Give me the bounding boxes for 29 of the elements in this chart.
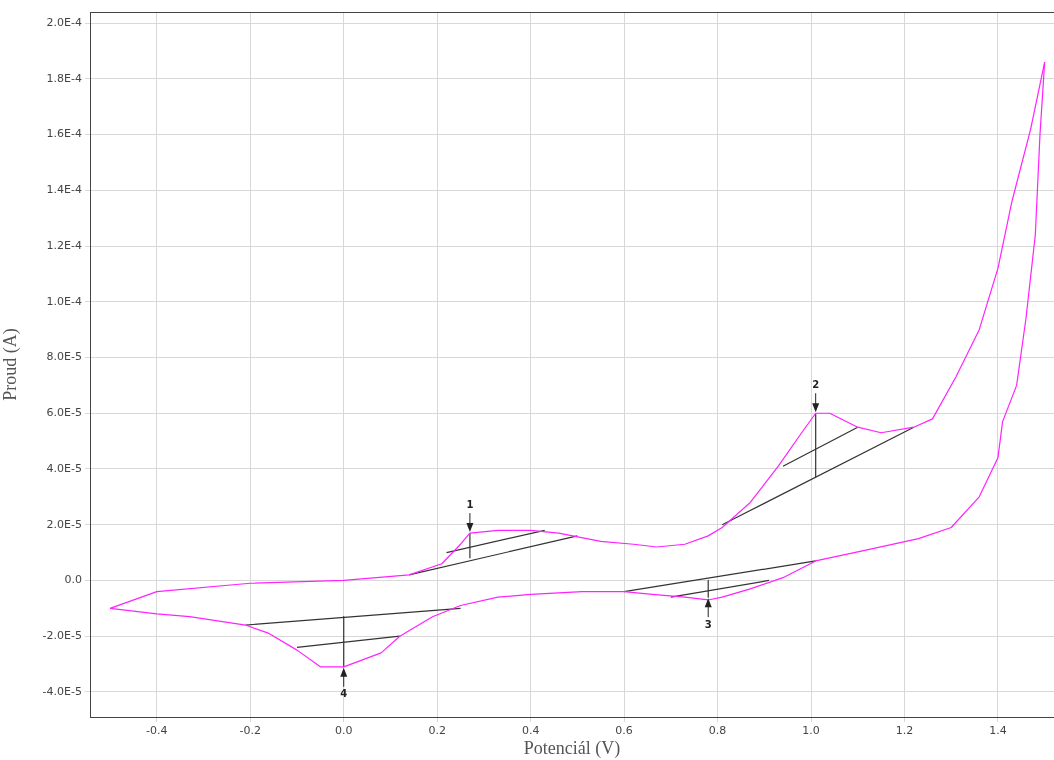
x-tick-label: -0.4 [146, 724, 168, 738]
x-tick-label: 1.2 [895, 724, 914, 738]
x-tick-label: -0.2 [239, 724, 262, 738]
y-tick-label: 1.0E-4 [46, 294, 82, 308]
y-tick-label: 4.0E-5 [46, 461, 82, 475]
annotation: 4 [340, 688, 348, 700]
y-tick-label: 1.6E-4 [46, 127, 82, 141]
y-tick-label: 8.0E-5 [46, 350, 82, 364]
x-axis-title: Potenciál (V) [523, 737, 621, 759]
y-tick-label: 6.0E-5 [46, 406, 82, 420]
y-axis-title: Proud (A) [0, 328, 21, 401]
y-tick-label: 1.4E-4 [46, 183, 82, 197]
y-tick-label: -4.0E-5 [42, 684, 82, 698]
y-tick-label: 0.0 [64, 573, 82, 587]
annotation: 3 [704, 618, 712, 630]
x-tick-label: 1.0 [802, 724, 820, 738]
x-tick-label: 0.2 [428, 724, 446, 738]
y-tick-label: 2.0E-5 [46, 517, 82, 531]
x-tick-label: 1.4 [989, 724, 1007, 738]
y-tick-label: 2.0E-4 [46, 16, 82, 30]
x-tick-label: 0.6 [615, 724, 633, 738]
x-tick-label: 0.4 [521, 724, 540, 738]
annotation: 1 [466, 498, 474, 510]
x-tick-label: 0.0 [334, 724, 353, 738]
annotation: 2 [812, 378, 820, 390]
y-tick-label: 1.8E-4 [46, 71, 82, 85]
y-tick-label: -2.0E-5 [42, 629, 82, 643]
y-tick-label: 1.2E-4 [46, 238, 82, 252]
x-tick-label: 0.8 [708, 724, 727, 738]
